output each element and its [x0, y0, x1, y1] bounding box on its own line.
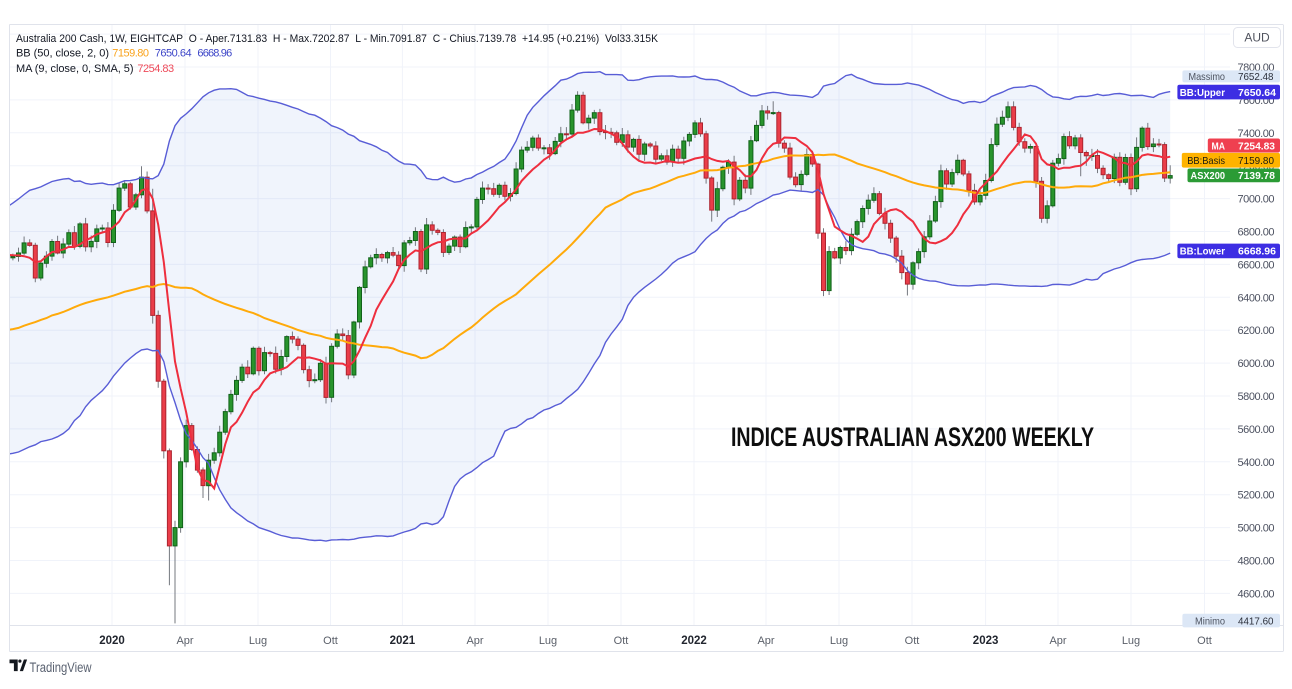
svg-text:Apr: Apr: [757, 635, 774, 647]
svg-text:6600.00: 6600.00: [1238, 259, 1275, 271]
svg-text:Ott: Ott: [905, 635, 920, 647]
svg-text:Lug: Lug: [1122, 635, 1140, 647]
svg-text:6668.96: 6668.96: [197, 48, 232, 60]
svg-text:MA (9, close, 0, SMA, 5): MA (9, close, 0, SMA, 5): [16, 63, 134, 75]
svg-text:7652.48: 7652.48: [1238, 71, 1274, 83]
svg-text:5600.00: 5600.00: [1238, 424, 1275, 436]
svg-text:4800.00: 4800.00: [1238, 556, 1275, 568]
svg-text:2020: 2020: [99, 635, 125, 647]
svg-text:TradingView: TradingView: [30, 660, 92, 675]
svg-text:Apr: Apr: [466, 635, 483, 647]
svg-text:AUD: AUD: [1244, 31, 1270, 45]
svg-text:6400.00: 6400.00: [1238, 292, 1275, 304]
svg-text:Lug: Lug: [830, 635, 848, 647]
svg-text:7650.64: 7650.64: [155, 48, 192, 60]
svg-text:5200.00: 5200.00: [1238, 490, 1275, 502]
svg-text:5400.00: 5400.00: [1238, 457, 1275, 469]
svg-text:6000.00: 6000.00: [1238, 358, 1275, 370]
svg-text:Minimo: Minimo: [1195, 615, 1225, 627]
svg-text:Ott: Ott: [323, 635, 338, 647]
svg-text:7254.83: 7254.83: [1238, 140, 1275, 152]
svg-text:Apr: Apr: [176, 635, 193, 647]
svg-text:2022: 2022: [681, 635, 707, 647]
svg-text:5800.00: 5800.00: [1238, 391, 1275, 403]
svg-text:7000.00: 7000.00: [1238, 194, 1275, 206]
svg-text:MA: MA: [1212, 140, 1226, 152]
svg-text:BB (50, close, 2, 0): BB (50, close, 2, 0): [16, 48, 109, 60]
svg-text:Lug: Lug: [249, 635, 267, 647]
svg-text:7400.00: 7400.00: [1238, 128, 1275, 140]
svg-text:7139.78: 7139.78: [1238, 170, 1275, 182]
svg-text:7159.80: 7159.80: [1238, 155, 1274, 167]
svg-text:Ott: Ott: [1197, 635, 1212, 647]
svg-text:6200.00: 6200.00: [1238, 325, 1275, 337]
svg-text:Massimo: Massimo: [1189, 71, 1226, 83]
svg-text:Lug: Lug: [539, 635, 557, 647]
svg-text:BB:Upper: BB:Upper: [1180, 87, 1225, 99]
svg-text:ASX200: ASX200: [1191, 170, 1226, 182]
svg-text:2021: 2021: [390, 635, 416, 647]
svg-text:5000.00: 5000.00: [1238, 523, 1275, 535]
svg-text:4600.00: 4600.00: [1238, 588, 1275, 600]
svg-text:Australia 200 Cash, 1W, EIGHTC: Australia 200 Cash, 1W, EIGHTCAP O - Ape…: [16, 33, 659, 45]
svg-text:BB:Basis: BB:Basis: [1187, 155, 1225, 167]
svg-text:4417.60: 4417.60: [1238, 615, 1274, 627]
svg-text:BB:Lower: BB:Lower: [1180, 246, 1225, 258]
svg-text:Apr: Apr: [1049, 635, 1066, 647]
svg-text:7650.64: 7650.64: [1238, 87, 1276, 99]
svg-text:7254.83: 7254.83: [137, 63, 174, 75]
svg-text:6668.96: 6668.96: [1238, 246, 1276, 258]
svg-text:INDICE AUSTRALIAN ASX200 WEEKL: INDICE AUSTRALIAN ASX200 WEEKLY: [731, 422, 1094, 452]
svg-text:Ott: Ott: [614, 635, 629, 647]
svg-text:7159.80: 7159.80: [112, 48, 149, 60]
svg-text:6800.00: 6800.00: [1238, 227, 1275, 239]
svg-text:2023: 2023: [973, 635, 999, 647]
